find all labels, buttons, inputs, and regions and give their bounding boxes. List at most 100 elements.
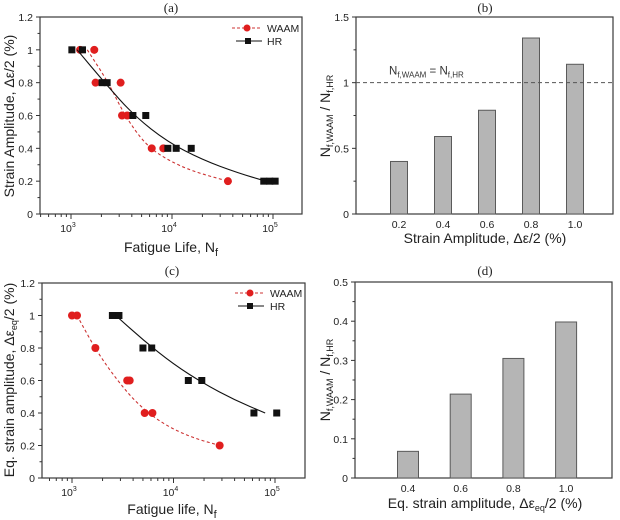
panel-a-series: [68, 45, 279, 186]
hr-data-point: [129, 112, 137, 119]
y-tick-label: 0: [29, 473, 35, 485]
hr-data-point: [115, 312, 123, 319]
hr-data-point: [198, 377, 206, 384]
y-tick-label: 0.8: [18, 78, 33, 90]
hr-data-point: [271, 177, 279, 185]
x-tick-label: 104: [161, 222, 177, 235]
bar: [397, 450, 419, 479]
y-tick-label: 0.3: [333, 355, 348, 367]
panel-d-title: (d): [477, 263, 492, 278]
waam-data-point: [215, 441, 224, 450]
y-tick-label: 1.2: [20, 278, 35, 290]
panel-c-y-axis-title: Eq. strain amplitude, Δεeq/2 (%): [1, 283, 19, 477]
panel-a-legend: WAAM HR: [232, 23, 299, 48]
panel-c-series: [68, 311, 281, 450]
waam-data-point: [91, 344, 100, 352]
bar: [522, 37, 540, 215]
hr-data-point: [266, 177, 274, 185]
hr-data-point: [164, 144, 172, 152]
panel-c-eq-strain-life-chart: (c) 0 0.2 0.4 0.6 0.8 1 1.2 103 104 105 Fatigue l…: [1, 263, 306, 520]
x-tick-label: 1.0: [568, 219, 583, 231]
x-tick-label: 105: [262, 222, 278, 235]
panel-b-bars: [390, 37, 584, 215]
y-tick-label: 0.4: [333, 316, 348, 328]
legend-waam-label: WAAM: [267, 23, 299, 35]
x-tick-exponent: 3: [73, 486, 77, 493]
legend-hr-label: HR: [267, 36, 283, 48]
hr-data-point: [68, 46, 76, 54]
y-tick-label: 1: [29, 311, 35, 323]
panel-c-ticks: 0 0.2 0.4 0.6 0.8 1 1.2 103 104 105: [20, 278, 280, 499]
waam-data-point: [140, 409, 149, 417]
waam-data-point: [91, 78, 100, 87]
bar: [434, 136, 452, 215]
x-tick-label: 0.6: [453, 483, 468, 495]
panel-d-x-axis-title: Eq. strain amplitude, Δεeq/2 (%): [388, 495, 582, 513]
waam-data-point: [147, 144, 156, 153]
panel-a-strain-life-chart: (a) 0 0.2 0.4 0.6 0.8 1 1.2 103 104 105 Fatigue L…: [1, 0, 303, 259]
hr-data-point: [139, 344, 147, 352]
bar: [566, 63, 584, 215]
hr-data-point: [103, 79, 111, 87]
y-tick-label: 1.2: [18, 12, 33, 24]
hr-fit-curve: [115, 315, 266, 414]
x-tick-label: 0.8: [506, 483, 521, 495]
legend-hr-marker: [247, 303, 253, 309]
y-tick-label: 0.6: [18, 111, 33, 123]
bar: [449, 393, 472, 479]
waam-data-point: [90, 45, 99, 54]
waam-data-point: [116, 78, 125, 87]
hr-data-point: [184, 377, 192, 384]
y-tick-label: 1: [343, 78, 349, 90]
hr-data-point: [148, 344, 156, 352]
panel-a-x-axis-title: Fatigue Life, Nf: [124, 239, 219, 259]
legend-waam-label: WAAM: [270, 288, 302, 300]
y-tick-label: 1.5: [334, 12, 349, 24]
hr-data-point: [260, 177, 268, 185]
hr-data-point: [142, 112, 150, 119]
panel-d-y-axis-title: Nf,WAAM / Nf,HR: [317, 338, 335, 421]
x-tick-label: 1.0: [559, 483, 574, 495]
waam-data-point: [148, 409, 157, 417]
hr-data-point: [273, 409, 281, 417]
waam-data-point: [125, 376, 134, 385]
waam-data-point: [223, 177, 232, 186]
waam-data-point: [72, 311, 81, 320]
bar: [502, 357, 525, 479]
y-tick-label: 1: [27, 45, 33, 57]
x-tick-label: 0.2: [392, 219, 407, 231]
legend-hr-label: HR: [270, 301, 286, 313]
panel-b-life-ratio-chart: (b) 0 0.5 1 1.5 0.2 0.4 0.6 0.8 1.0 Nf,WAAM = Nf…: [317, 0, 614, 246]
y-tick-label: 0.4: [18, 143, 33, 155]
y-tick-label: 0.5: [333, 277, 348, 289]
x-tick-exponent: 5: [276, 486, 280, 493]
y-tick-label: 0.8: [20, 343, 35, 355]
panel-c-x-axis-title: Fatigue life, Nf: [127, 501, 217, 520]
panel-b-ticks: 0 0.5 1 1.5 0.2 0.4 0.6 0.8 1.0: [334, 12, 582, 231]
legend-hr-marker: [245, 38, 251, 44]
panel-d-ticks: 0 0.1 0.2 0.3 0.4 0.5 0.4 0.6 0.8 1.0: [333, 277, 573, 495]
hr-data-point: [187, 144, 195, 152]
hr-data-point: [172, 144, 180, 152]
waam-data-point: [123, 111, 132, 120]
x-tick-exponent: 4: [174, 486, 178, 493]
panel-b-x-axis-title: Strain Amplitude, Δε/2 (%): [404, 230, 567, 246]
panel-b-title: (b): [477, 0, 492, 15]
legend-waam-marker: [243, 24, 251, 32]
y-tick-label: 0: [343, 209, 349, 221]
bar: [478, 109, 496, 215]
bar: [555, 321, 578, 479]
hr-data-point: [79, 46, 87, 54]
x-tick-label: 103: [60, 222, 76, 235]
waam-fit-curve: [86, 49, 229, 182]
hr-fit-curve: [76, 49, 267, 182]
panel-c-legend: WAAM HR: [235, 288, 302, 313]
y-tick-label: 0.6: [20, 376, 35, 388]
x-tick-exponent: 3: [72, 222, 76, 229]
panel-c-title: (c): [165, 263, 179, 278]
x-tick-label: 104: [163, 486, 179, 499]
panel-b-reference-label: Nf,WAAM = Nf,HR: [389, 66, 464, 80]
panel-a-ticks: 0 0.2 0.4 0.6 0.8 1 1.2 103 104 105: [18, 12, 278, 235]
x-tick-label: 0.4: [436, 219, 451, 231]
